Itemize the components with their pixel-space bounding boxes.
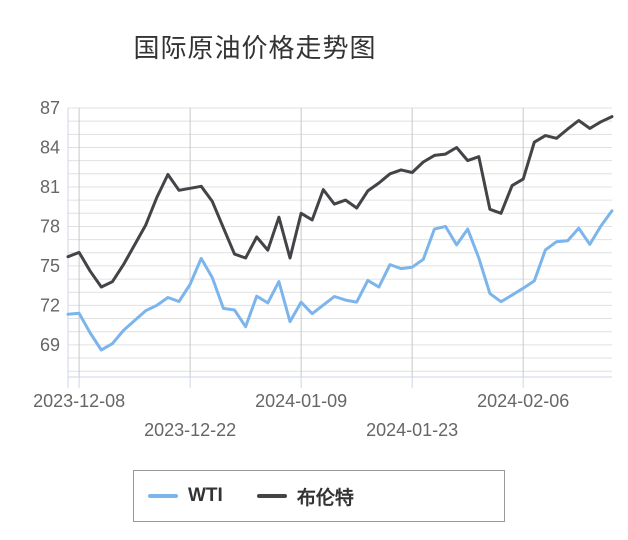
svg-text:72: 72 (40, 295, 60, 315)
svg-text:2024-01-09: 2024-01-09 (255, 391, 347, 411)
svg-text:78: 78 (40, 216, 60, 236)
brent-line-swatch (256, 494, 287, 498)
legend-item-brent[interactable]: 布伦特 (256, 483, 354, 510)
svg-text:75: 75 (40, 256, 60, 276)
x-axis-labels: 2023-12-08 2023-12-22 2024-01-09 2024-01-23… (33, 391, 569, 440)
legend-label-wti: WTI (188, 485, 223, 506)
svg-text:84: 84 (40, 137, 60, 157)
brent-line[interactable] (66, 115, 614, 289)
svg-text:69: 69 (40, 335, 60, 355)
svg-text:2023-12-08: 2023-12-08 (33, 391, 125, 411)
legend: WTI 布伦特 (133, 470, 505, 522)
wti-line-swatch (148, 494, 178, 498)
vertical-gridlines (78, 108, 524, 377)
svg-text:2024-01-23: 2024-01-23 (366, 420, 458, 440)
legend-item-wti[interactable]: WTI (148, 485, 223, 507)
svg-text:2024-02-06: 2024-02-06 (477, 391, 569, 411)
legend-label-brent: 布伦特 (296, 487, 354, 509)
svg-text:81: 81 (40, 177, 60, 197)
x-axis-ticks (67, 377, 524, 388)
y-axis-labels: 69 72 75 78 81 84 87 (40, 98, 60, 355)
wti-line[interactable] (66, 209, 614, 352)
svg-text:2023-12-22: 2023-12-22 (144, 420, 236, 440)
horizontal-gridlines (68, 107, 612, 372)
chart-title: 国际原油价格走势图 (133, 33, 377, 63)
svg-text:87: 87 (40, 98, 60, 118)
